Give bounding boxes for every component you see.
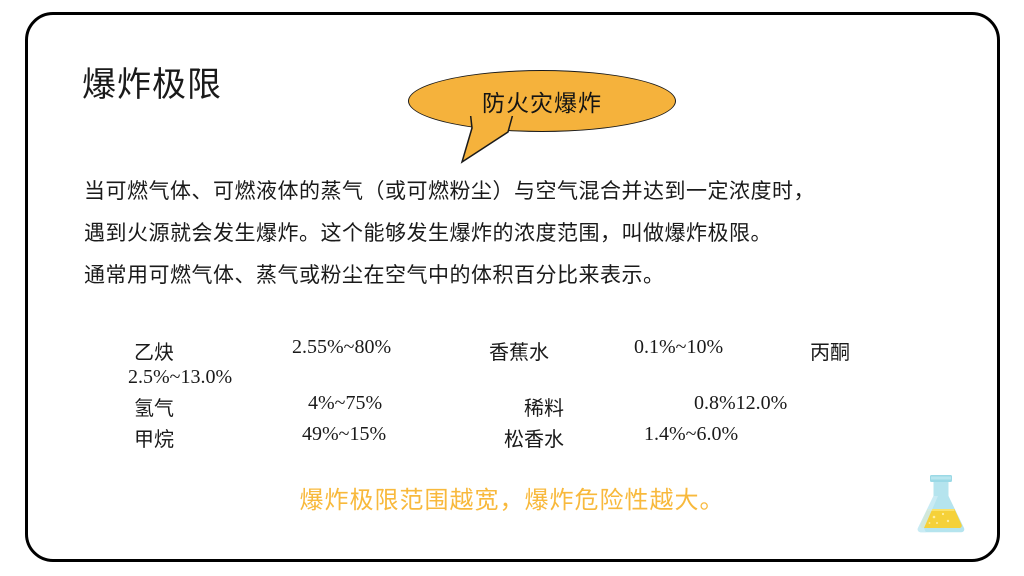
substance-name: 稀料 xyxy=(524,398,564,420)
substance-name: 甲烷 xyxy=(134,429,174,451)
substance-value: 0.1%~10% xyxy=(634,336,724,358)
body-line-2: 遇到火源就会发生爆炸。这个能够发生爆炸的浓度范围，叫做爆炸极限。 xyxy=(84,221,772,245)
explosive-limits-table: 乙炔 2.55%~80% 香蕉水 0.1%~10% 丙酮 2.5%~13.0% … xyxy=(128,336,964,454)
callout-bubble: 防火灾爆炸 xyxy=(408,70,676,164)
body-line-3: 通常用可燃气体、蒸气或粉尘在空气中的体积百分比来表示。 xyxy=(84,263,665,287)
body-line-1: 当可燃气体、可燃液体的蒸气（或可燃粉尘）与空气混合并达到一定浓度时， xyxy=(84,179,815,203)
table-row: 乙炔 2.55%~80% 香蕉水 0.1%~10% 丙酮 2.5%~13.0% xyxy=(128,336,964,388)
substance-name: 乙炔 xyxy=(134,342,174,364)
substance-name: 松香水 xyxy=(504,429,564,451)
substance-value: 2.55%~80% xyxy=(292,336,392,358)
page-title: 爆炸极限 xyxy=(82,67,222,104)
substance-value-wrapped: 2.5%~13.0% xyxy=(128,366,233,388)
callout-text: 防火灾爆炸 xyxy=(482,91,602,116)
substance-value: 49%~15% xyxy=(302,423,387,445)
substance-name: 香蕉水 xyxy=(489,342,549,364)
callout-tail-icon xyxy=(460,110,516,164)
footer-note: 爆炸极限范围越宽，爆炸危险性越大。 xyxy=(299,488,725,514)
callout-ellipse-shape xyxy=(408,70,676,132)
substance-name: 丙酮 xyxy=(810,342,850,364)
body-paragraph: 当可燃气体、可燃液体的蒸气（或可燃粉尘）与空气混合并达到一定浓度时， 遇到火源就… xyxy=(84,170,964,296)
flask-icon xyxy=(917,475,965,533)
substance-value: 1.4%~6.0% xyxy=(644,423,739,445)
substance-value: 0.8%12.0% xyxy=(694,392,788,414)
substance-value: 4%~75% xyxy=(308,392,383,414)
substance-name: 氢气 xyxy=(134,398,174,420)
slide-border-frame xyxy=(25,12,1000,562)
table-row: 氢气 4%~75% 稀料 0.8%12.0% xyxy=(134,392,964,423)
table-row: 甲烷 49%~15% 松香水 1.4%~6.0% xyxy=(134,423,964,454)
